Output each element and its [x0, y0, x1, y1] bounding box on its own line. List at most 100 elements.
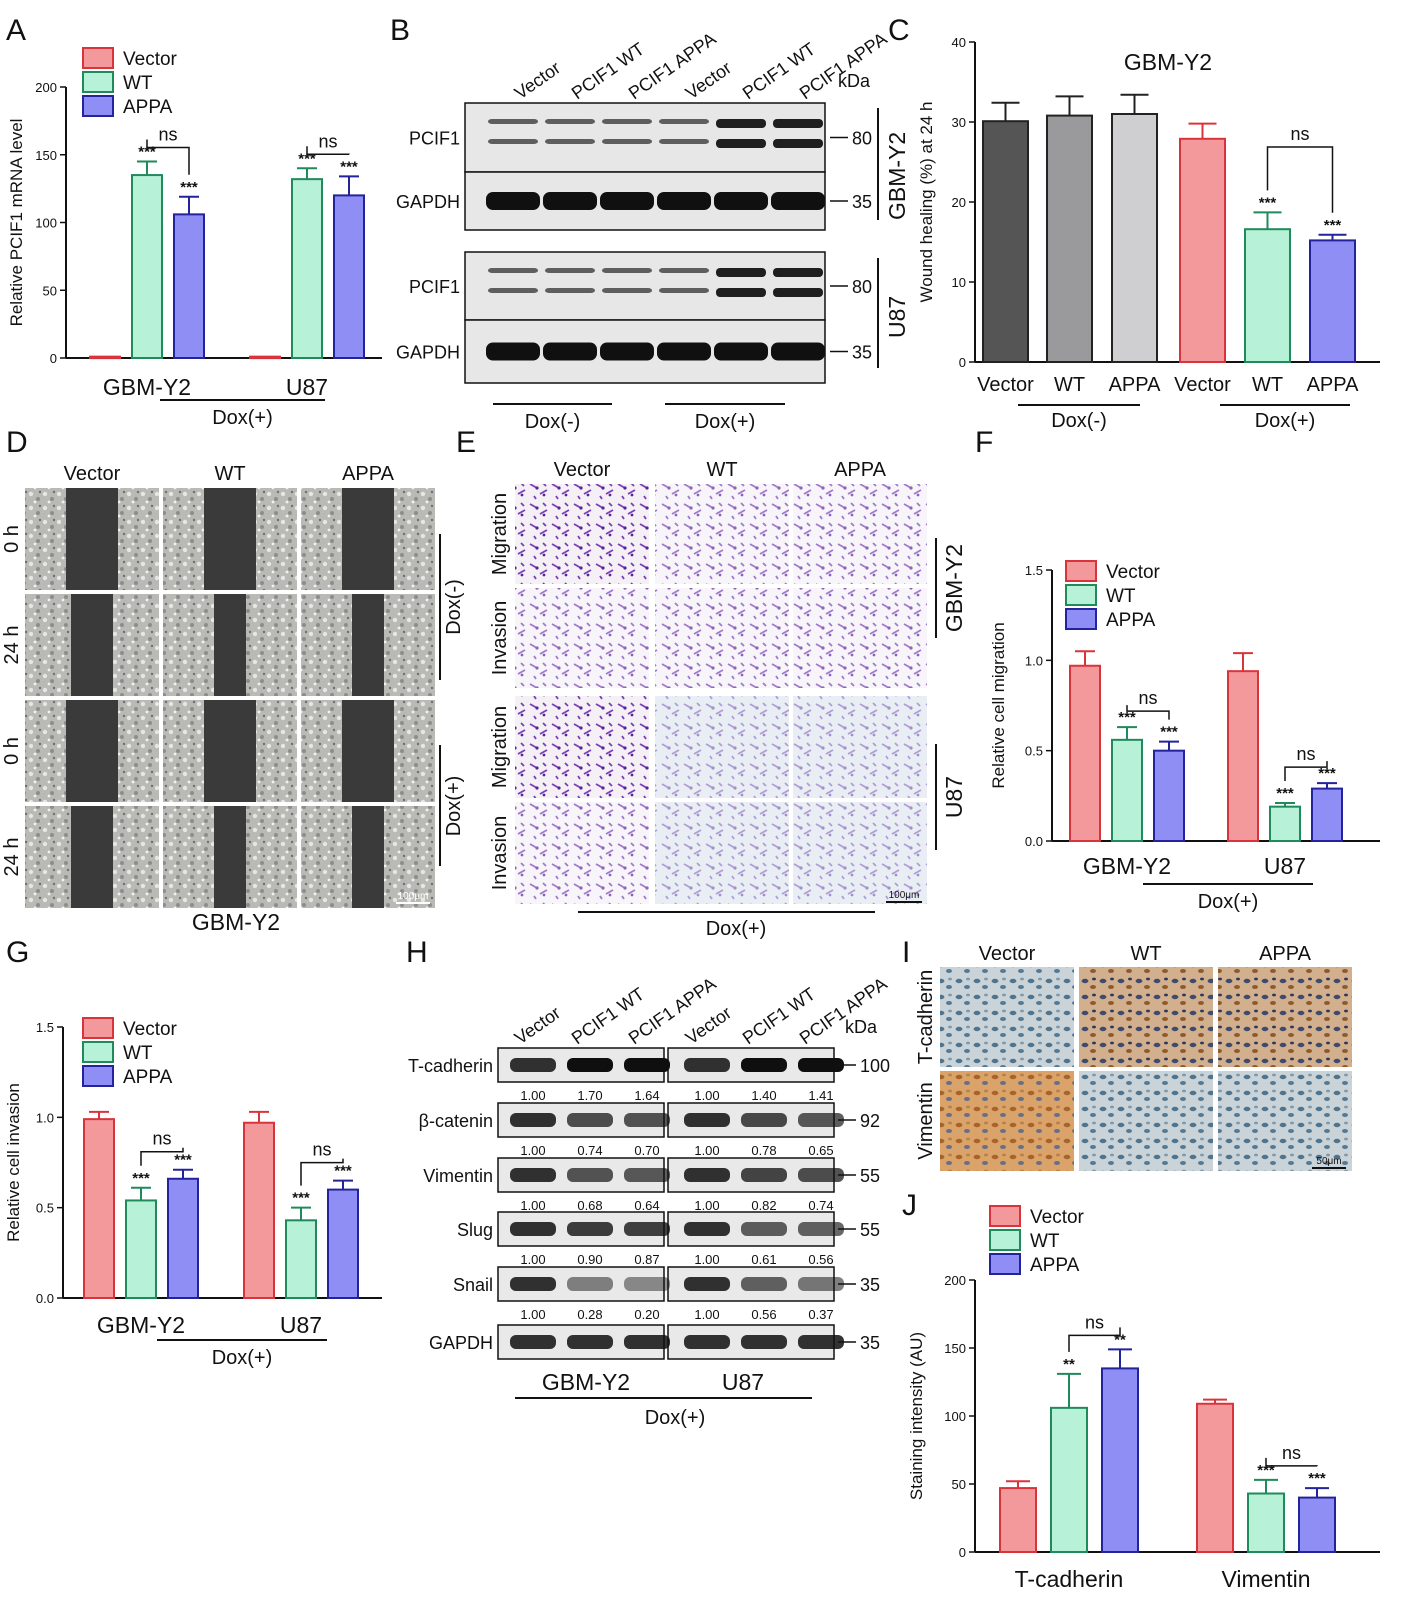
band — [567, 1222, 613, 1236]
comparison-label: ns — [158, 125, 177, 145]
band — [684, 1168, 730, 1182]
bar-appa — [1101, 1367, 1139, 1554]
tint — [793, 802, 927, 904]
scale-label: 50μm — [1316, 1156, 1341, 1167]
significance-mark: *** — [1318, 765, 1336, 782]
category-label: WT — [1252, 374, 1283, 396]
legend-swatch — [989, 1253, 1021, 1275]
band — [714, 192, 768, 210]
y-tick-label: 50 — [952, 1477, 966, 1492]
band — [486, 192, 540, 210]
comparison-bracket — [140, 1147, 184, 1166]
wound-gap — [214, 806, 246, 908]
bar-wt — [131, 174, 163, 359]
band — [798, 1113, 844, 1127]
transwell-image — [655, 588, 789, 688]
legend-label: APPA — [123, 1067, 173, 1088]
column-label: APPA — [342, 463, 395, 485]
panel-label-d: D — [6, 426, 28, 459]
band — [543, 342, 597, 361]
category-label: APPA — [1307, 374, 1360, 396]
transwell-image — [793, 802, 927, 904]
row-label: Vimentin — [915, 1082, 937, 1159]
bar — [1179, 137, 1226, 363]
comparison-label: ns — [1138, 688, 1157, 708]
category-label: WT — [1054, 374, 1085, 396]
band-value: 0.56 — [751, 1307, 776, 1322]
band — [684, 1335, 730, 1349]
dox-label: Dox(-) — [525, 411, 581, 433]
band-value: 0.37 — [808, 1307, 833, 1322]
tint — [793, 696, 927, 798]
scale-label: 100μm — [889, 890, 920, 901]
band — [716, 288, 766, 297]
band — [486, 342, 540, 361]
band — [741, 1113, 787, 1127]
band — [741, 1058, 787, 1072]
legend-swatch — [1065, 608, 1097, 630]
chart-a: 0 50 100 150 200 Relative PCIF1 mRNA level ***… — [7, 47, 382, 429]
panel-label-h: H — [406, 936, 428, 969]
band-value: 1.00 — [694, 1143, 719, 1158]
bar-appa — [1298, 1496, 1336, 1553]
lane-label: Vector — [511, 1003, 564, 1049]
band — [567, 1168, 613, 1182]
band-value: 0.20 — [634, 1307, 659, 1322]
band-value: 0.70 — [634, 1143, 659, 1158]
row-label: GAPDH — [396, 192, 460, 212]
wound-healing-grid: Vector WT APPA 0 h 24 h 0 h 24 h Dox(-) Dox(+) 10… — [1, 463, 465, 935]
row-label: Migration — [489, 706, 511, 788]
bar — [1046, 114, 1093, 363]
bar-vector — [89, 355, 121, 360]
wound-gap — [71, 594, 113, 696]
significance-mark: *** — [1308, 1470, 1326, 1487]
band — [602, 268, 652, 273]
transwell-grid: Vector WT APPA Migration Invasion Migration In… — [489, 459, 967, 940]
row-label: Invasion — [489, 601, 511, 676]
ihc-grid: Vector WT APPA T-cadherin Vimentin 50μm — [915, 943, 1352, 1171]
y-tick-label: 0.0 — [1025, 834, 1043, 849]
band — [567, 1113, 613, 1127]
band-value: 0.64 — [634, 1198, 659, 1213]
significance-mark: *** — [340, 158, 358, 175]
band — [510, 1113, 556, 1127]
band — [488, 119, 538, 124]
y-tick-label: 30 — [952, 115, 966, 130]
bar-appa — [327, 1188, 359, 1299]
band-value: 1.00 — [520, 1252, 545, 1267]
scale-label: 100μm — [398, 891, 429, 902]
y-tick-label: 1.5 — [36, 1020, 54, 1035]
legend-label: APPA — [1106, 610, 1156, 631]
bar-wt — [285, 1219, 317, 1300]
chart-f: 0.0 0.5 1.0 1.5 Relative cell migration *** **… — [989, 560, 1380, 913]
band — [741, 1277, 787, 1291]
transwell-image — [655, 484, 789, 584]
y-tick-label: 1.0 — [36, 1110, 54, 1125]
kda-value: 100 — [860, 1056, 890, 1076]
panel-label-g: G — [6, 936, 29, 969]
y-tick-label: 150 — [35, 148, 57, 163]
bar-wt — [1247, 1492, 1285, 1554]
row-label: 24 h — [1, 838, 23, 877]
lane-label: PCIF1 APPA — [796, 974, 891, 1049]
band-value: 0.90 — [577, 1252, 602, 1267]
band — [771, 192, 825, 210]
legend-swatch — [82, 47, 114, 69]
column-label: WT — [706, 459, 737, 481]
bar-wt — [1050, 1406, 1088, 1553]
band — [684, 1058, 730, 1072]
band — [659, 119, 709, 124]
panel-label-e: E — [456, 426, 476, 459]
column-label: APPA — [1259, 943, 1312, 965]
comparison-label: ns — [1290, 124, 1309, 144]
band — [716, 268, 766, 277]
band — [771, 342, 825, 361]
band — [488, 139, 538, 144]
category-label: U87 — [1264, 853, 1306, 879]
band-value: 1.00 — [694, 1307, 719, 1322]
band — [741, 1335, 787, 1349]
panel-label-b: B — [390, 14, 410, 47]
y-tick-label: 0.5 — [36, 1201, 54, 1216]
wound-gap — [204, 700, 256, 802]
